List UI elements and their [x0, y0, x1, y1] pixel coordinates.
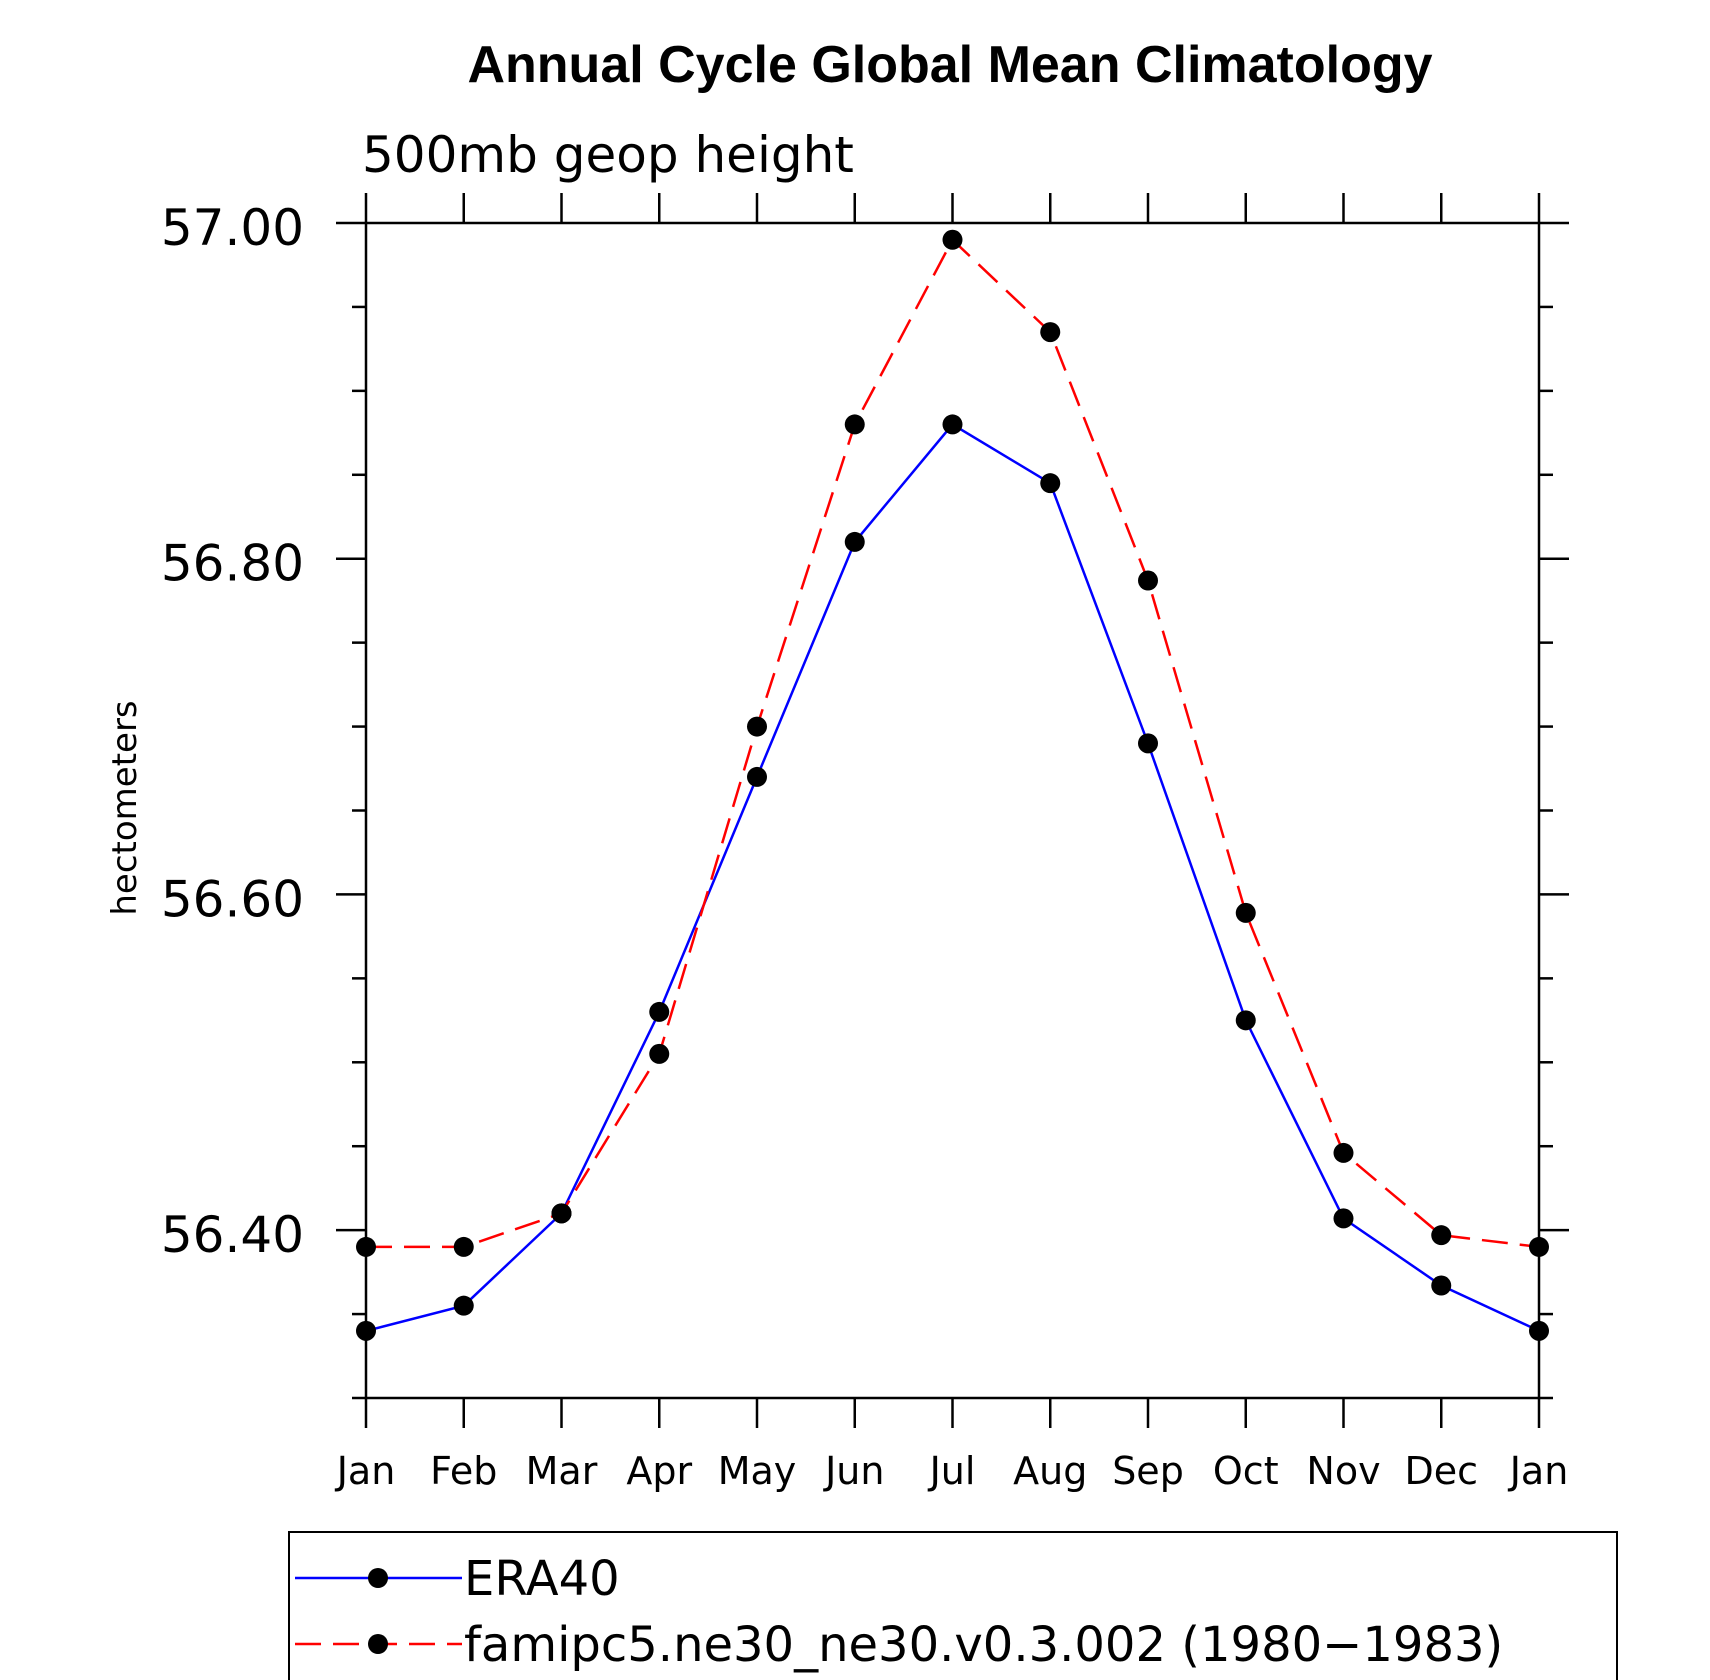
data-point	[1138, 570, 1158, 591]
legend-label-2: famipc5.ne30_ne30.v0.3.002 (1980−1983)	[464, 1617, 1503, 1673]
y-tick-label: 57.00	[161, 199, 304, 257]
x-tick-label: May	[718, 1449, 797, 1493]
data-point	[1235, 902, 1256, 923]
y-tick-label: 56.60	[161, 870, 304, 928]
data-point	[1431, 1275, 1452, 1296]
x-tick-label: Feb	[430, 1449, 497, 1493]
x-tick-label: Jun	[823, 1449, 884, 1493]
data-point	[1040, 322, 1061, 343]
x-tick-label: Aug	[1013, 1449, 1087, 1493]
data-point	[1333, 1142, 1354, 1163]
data-point	[356, 1320, 376, 1341]
x-tick-label: Dec	[1404, 1449, 1478, 1493]
data-point	[356, 1236, 376, 1257]
x-tick-label: Oct	[1213, 1449, 1279, 1493]
data-point	[649, 1043, 670, 1064]
data-point	[1138, 733, 1158, 754]
data-point	[1040, 473, 1061, 494]
series-points	[356, 229, 1549, 1341]
x-tick-label: Apr	[626, 1449, 692, 1493]
chart-subtitle: 500mb geop height	[362, 126, 854, 184]
x-tick-label: Mar	[526, 1449, 598, 1493]
series-line-2	[366, 237, 1540, 1249]
legend-marker-1	[368, 1568, 388, 1588]
x-tick-label: Nov	[1306, 1449, 1380, 1493]
data-point	[1529, 1320, 1549, 1341]
legend: ERA40 famipc5.ne30_ne30.v0.3.002 (1980−19…	[295, 1551, 1503, 1673]
data-point	[844, 531, 865, 552]
series-lines	[365, 237, 1540, 1333]
series-line-1	[365, 422, 1540, 1333]
y-tick-label: 56.80	[161, 535, 304, 593]
data-point	[1431, 1225, 1452, 1246]
data-point	[747, 766, 767, 787]
data-point	[1333, 1208, 1354, 1229]
axis-ticks	[336, 193, 1569, 1428]
data-point	[942, 229, 963, 250]
y-tick-label: 56.40	[161, 1206, 304, 1264]
data-point	[942, 414, 963, 435]
chart-title: Annual Cycle Global Mean Climatology	[467, 36, 1432, 94]
x-tick-labels: Jan Feb Mar Apr May Jun Jul Aug Sep Oct Nov Dec Jan	[335, 1449, 1569, 1493]
y-tick-labels: 56.40 56.60 56.80 57.00	[161, 199, 304, 1264]
legend-label-1: ERA40	[464, 1551, 620, 1607]
legend-box	[288, 1531, 1618, 1680]
legend-marker-2	[368, 1634, 388, 1654]
data-point	[844, 414, 865, 435]
x-tick-label: Jul	[928, 1449, 976, 1493]
plot-frame	[364, 221, 1541, 1400]
data-point	[649, 1001, 670, 1022]
data-point	[1529, 1236, 1549, 1257]
data-point	[453, 1295, 474, 1316]
data-point	[747, 716, 767, 737]
y-axis-label: hectometers	[105, 700, 145, 915]
data-point	[453, 1236, 474, 1257]
data-point	[1235, 1010, 1256, 1031]
x-tick-label: Jan	[335, 1449, 396, 1493]
x-tick-label: Jan	[1508, 1449, 1569, 1493]
x-tick-label: Sep	[1112, 1449, 1184, 1493]
data-point	[551, 1203, 572, 1224]
